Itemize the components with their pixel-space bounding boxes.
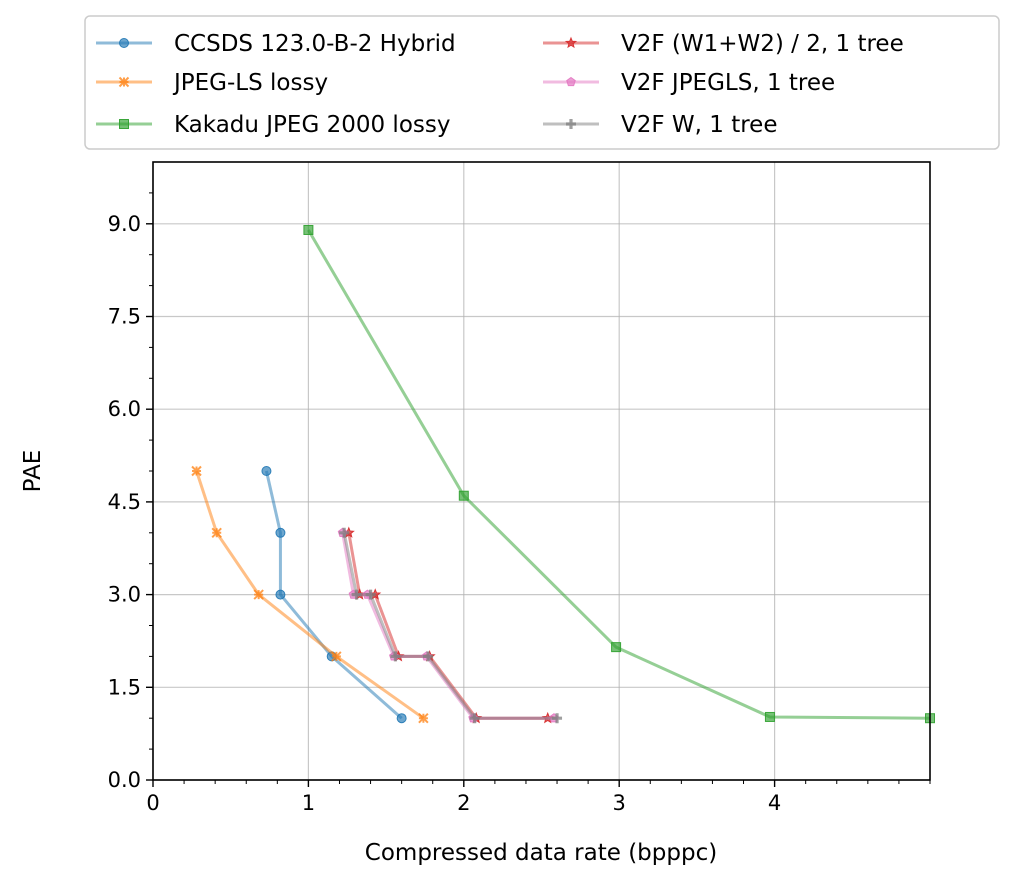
legend-label: V2F JPEGLS, 1 tree (621, 70, 835, 96)
legend-marker (118, 76, 130, 88)
data-point (261, 466, 272, 476)
legend-item: Kakadu JPEG 2000 lossy (96, 112, 450, 138)
data-point (764, 711, 775, 722)
y-tick-label: 0.0 (108, 768, 141, 792)
legend-marker (566, 76, 576, 87)
data-point (253, 589, 264, 600)
data-point (396, 713, 407, 724)
x-axis-label: Compressed data rate (bpppc) (365, 840, 717, 866)
legend-item: V2F W, 1 tree (543, 112, 778, 138)
x-tick-label: 4 (768, 791, 781, 815)
legend-item: JPEG-LS lossy (96, 70, 328, 96)
y-tick-label: 6.0 (108, 397, 141, 421)
data-point (275, 589, 286, 600)
data-point (611, 642, 622, 653)
data-point (469, 713, 480, 724)
legend-frame (84, 15, 1000, 150)
x-tick-label: 0 (146, 791, 159, 815)
series-ccsds-123-0-b-2-hybrid (261, 466, 407, 724)
data-point (365, 589, 376, 600)
legend: CCSDS 123.0-B-2 Hybrid JPEG-LS lossy Kakad… (84, 15, 1000, 150)
y-axis: 0.0 1.5 3.0 4.5 6.0 7.5 9.0 (108, 192, 153, 792)
x-tick-label: 3 (613, 791, 626, 815)
data-point (552, 713, 563, 724)
data-point (211, 527, 222, 539)
legend-item: CCSDS 123.0-B-2 Hybrid (96, 31, 456, 57)
data-point (339, 527, 350, 538)
series-layer (191, 224, 935, 724)
y-tick-label: 7.5 (108, 305, 141, 329)
legend-item: V2F (W1+W2) / 2, 1 tree (543, 31, 904, 57)
x-tick-label: 2 (457, 791, 470, 815)
data-point (418, 712, 429, 724)
data-point (423, 651, 434, 662)
legend-marker (119, 119, 129, 129)
legend-label: CCSDS 123.0-B-2 Hybrid (174, 31, 456, 57)
legend-label: JPEG-LS lossy (172, 70, 328, 96)
x-axis: 0 1 2 3 4 (146, 780, 931, 815)
data-point (191, 465, 202, 477)
data-point (351, 589, 362, 600)
y-tick-label: 4.5 (108, 490, 141, 514)
data-point (303, 224, 314, 235)
legend-marker (119, 38, 129, 48)
data-point (275, 527, 286, 538)
legend-marker (564, 36, 578, 49)
legend-label: V2F W, 1 tree (621, 112, 778, 138)
y-axis-label: PAE (20, 450, 46, 493)
data-point (458, 490, 469, 501)
legend-marker (566, 119, 576, 129)
data-point (390, 651, 401, 662)
series-jpeg-ls-lossy (191, 465, 429, 724)
y-tick-label: 1.5 (108, 675, 141, 699)
legend-label: V2F (W1+W2) / 2, 1 tree (621, 31, 904, 57)
y-tick-label: 3.0 (108, 583, 141, 607)
legend-item: V2F JPEGLS, 1 tree (543, 70, 835, 96)
plot-background (153, 162, 930, 780)
data-point (331, 651, 342, 662)
y-tick-label: 9.0 (108, 212, 141, 236)
series-v2f-w-1-tree (339, 527, 563, 724)
legend-label: Kakadu JPEG 2000 lossy (174, 112, 450, 138)
x-tick-label: 1 (302, 791, 315, 815)
